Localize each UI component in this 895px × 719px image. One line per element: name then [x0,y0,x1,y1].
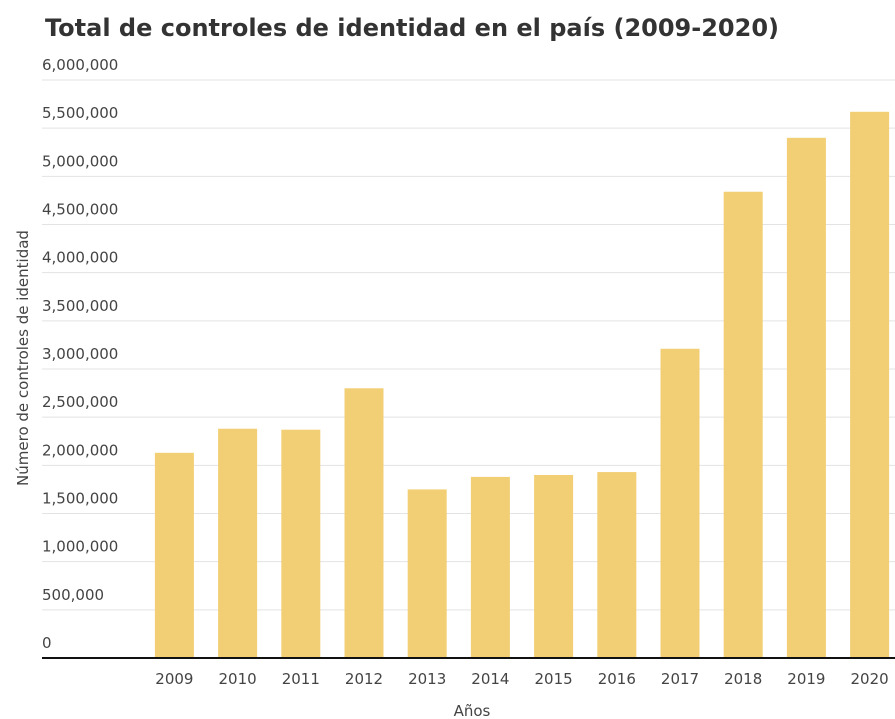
x-tick-label: 2016 [598,670,636,688]
chart-title: Total de controles de identidad en el pa… [45,14,779,42]
y-axis-label: Número de controles de identidad [14,230,32,486]
y-tick-label: 2,500,000 [42,393,118,411]
bar [597,472,637,658]
y-tick-label: 1,500,000 [42,490,118,508]
y-tick-label: 500,000 [42,586,104,604]
x-tick-label: 2019 [787,670,825,688]
bar [786,137,826,659]
y-tick-label: 4,000,000 [42,249,118,267]
y-tick-label: 3,000,000 [42,345,118,363]
x-tick-label: 2018 [724,670,762,688]
x-tick-label: 2012 [345,670,383,688]
x-tick-label: 2017 [661,670,699,688]
x-tick-label: 2013 [408,670,446,688]
x-axis-label: Años [454,702,491,719]
bar [281,429,321,658]
y-tick-label: 5,500,000 [42,104,118,122]
x-tick-label: 2014 [471,670,509,688]
x-tick-label: 2009 [155,670,193,688]
bar [154,452,194,658]
y-tick-label: 5,000,000 [42,152,118,170]
y-tick-label: 3,500,000 [42,297,118,315]
y-tick-label: 4,500,000 [42,201,118,219]
bar [660,348,700,658]
y-tick-label: 2,000,000 [42,441,118,459]
x-tick-label: 2011 [282,670,320,688]
x-tick-label: 2020 [851,670,889,688]
bar [850,111,890,659]
y-tick-label: 1,000,000 [42,538,118,556]
x-tick-label: 2015 [535,670,573,688]
bar [407,489,447,658]
bar [723,191,763,658]
x-tick-label: 2010 [219,670,257,688]
bar [344,388,384,658]
y-tick-label: 6,000,000 [42,56,118,74]
bar [534,474,574,658]
y-tick-label: 0 [42,634,52,652]
bar [470,476,510,658]
bar [218,428,258,658]
